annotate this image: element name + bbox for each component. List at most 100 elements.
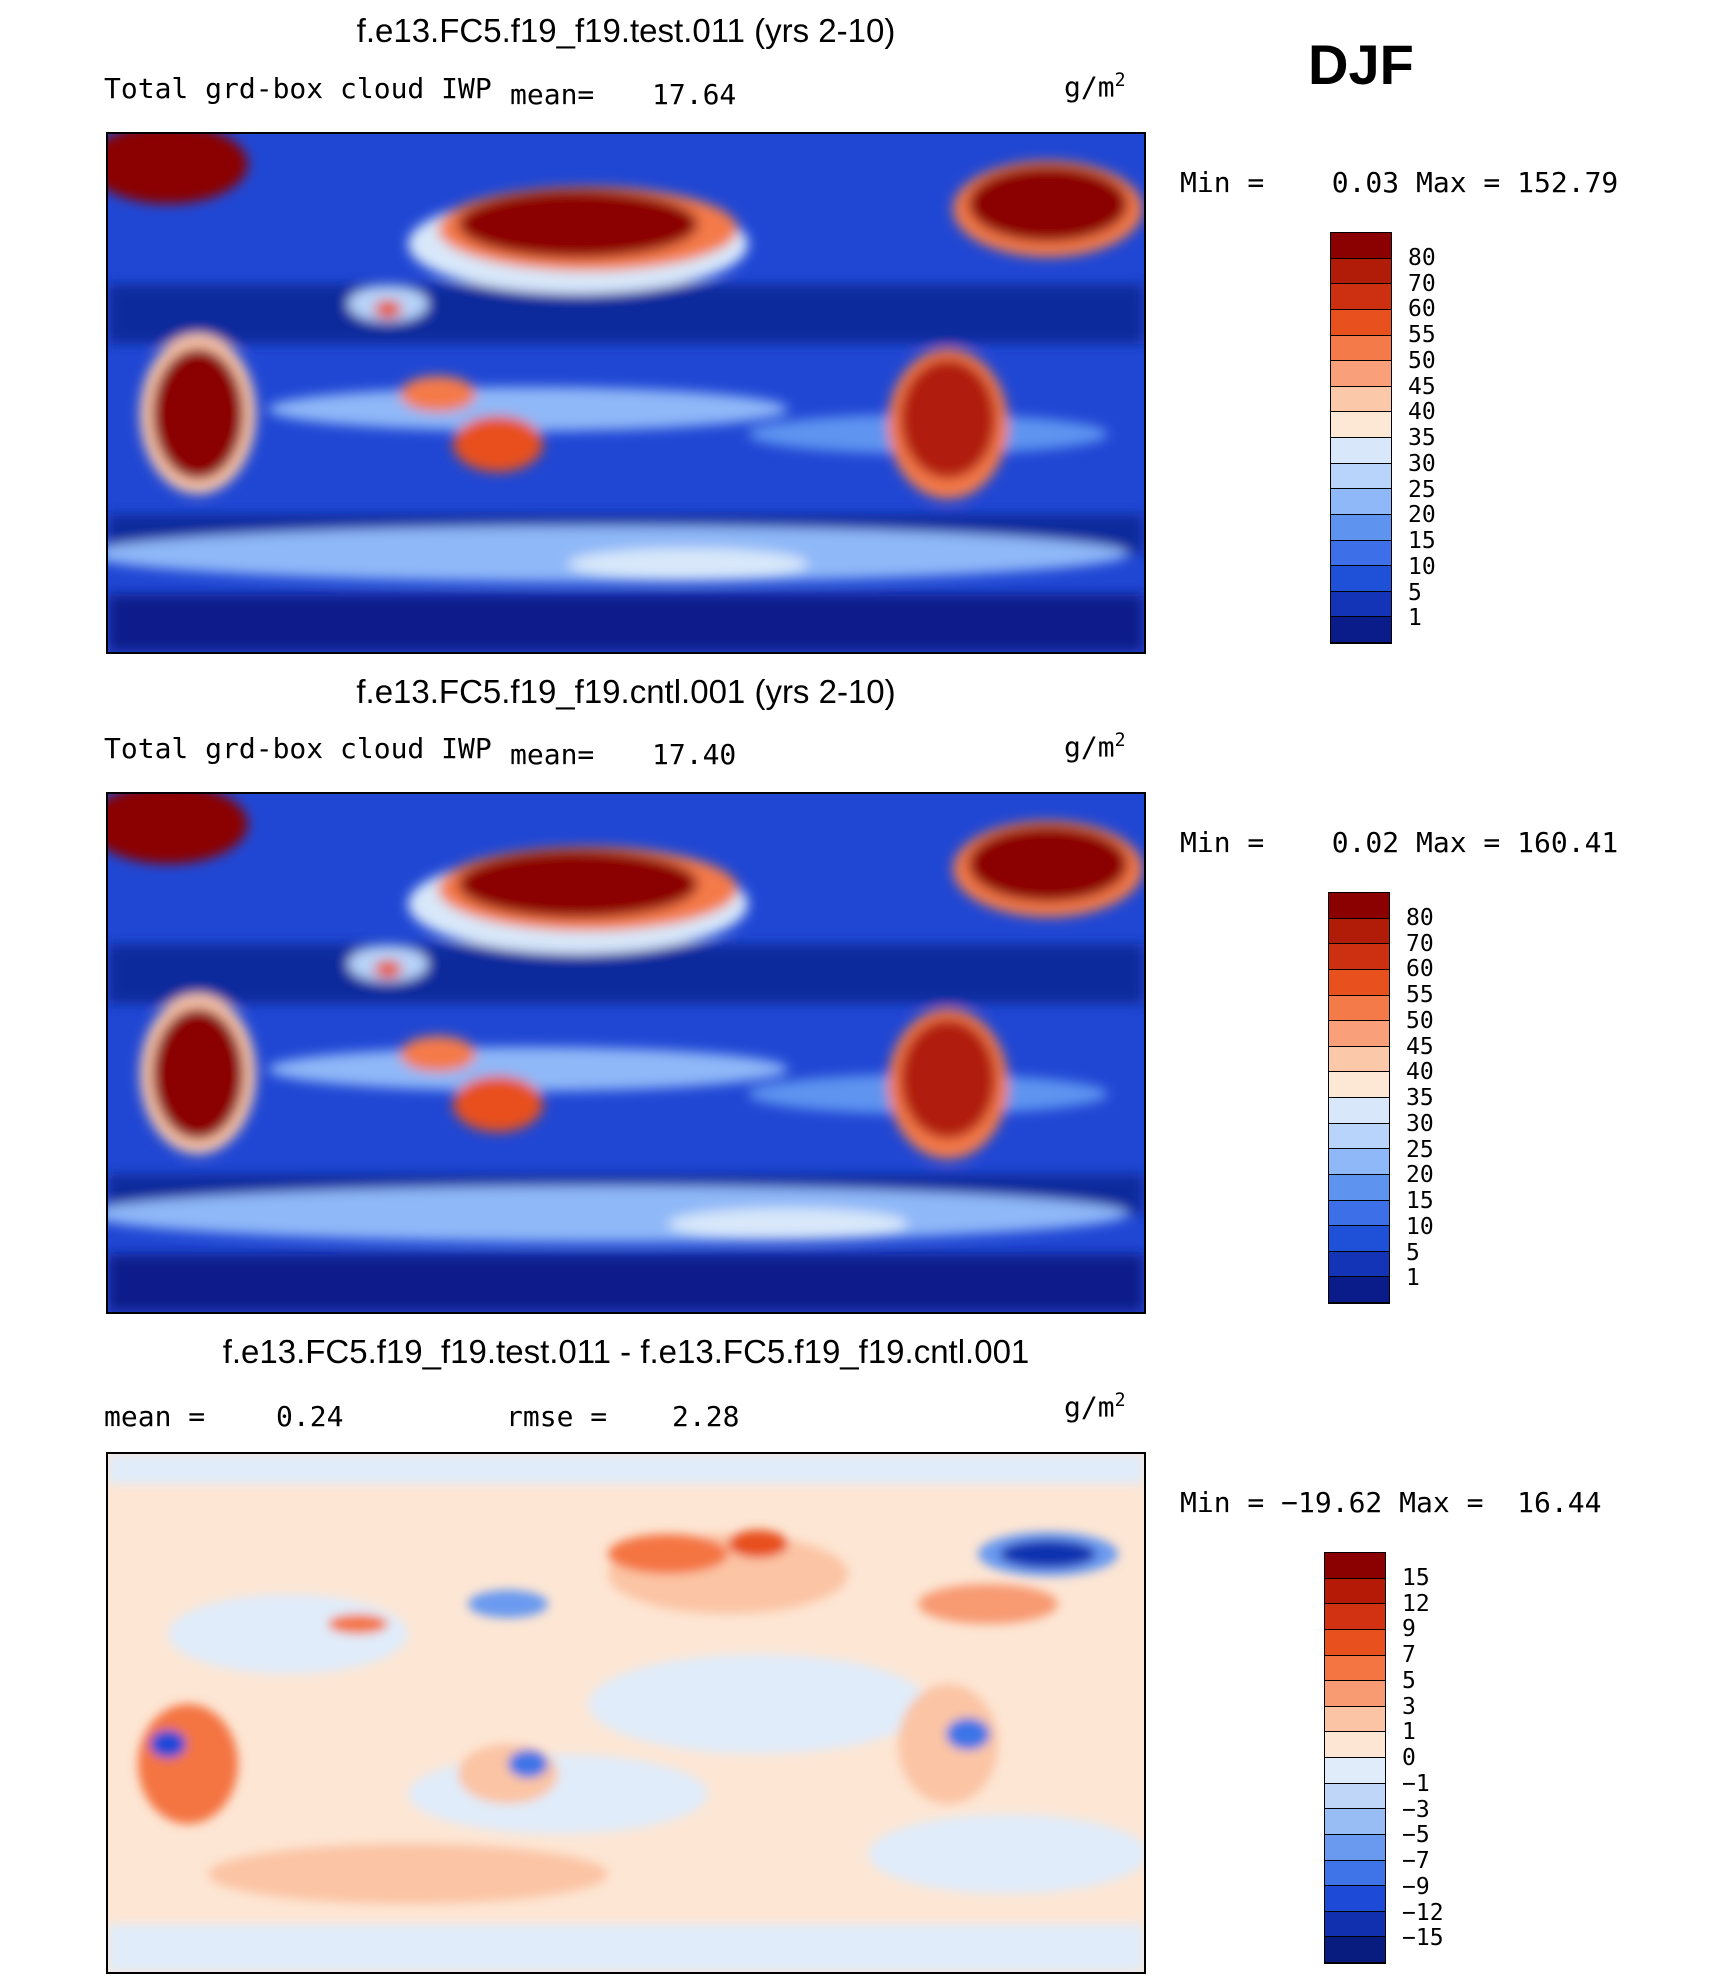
colorbar-swatch <box>1329 1072 1389 1098</box>
panel1-units: g/m2 <box>1064 70 1126 104</box>
panel1-mean-label: mean= <box>510 78 595 111</box>
colorbar-level-label: 7 <box>1402 1642 1416 1668</box>
panel3-mean-value: 0.24 <box>276 1400 344 1433</box>
colorbar-swatch <box>1325 1886 1385 1912</box>
colorbar-swatch <box>1325 1604 1385 1630</box>
panel1-mean-value: 17.64 <box>652 78 737 111</box>
colorbar-level-label: 15 <box>1408 528 1436 554</box>
colorbar-swatch <box>1329 1021 1389 1047</box>
colorbar-swatch <box>1331 566 1391 592</box>
panel3-rmse-label: rmse = <box>506 1400 608 1433</box>
colorbar-swatch <box>1331 463 1391 490</box>
season-label: DJF <box>1308 33 1414 96</box>
colorbar-swatch <box>1325 1834 1385 1861</box>
panel3-colorbar <box>1324 1552 1386 1964</box>
colorbar-level-label: 3 <box>1402 1693 1416 1720</box>
colorbar-level-label: −9 <box>1402 1873 1430 1900</box>
colorbar-level-label: 40 <box>1406 1059 1434 1086</box>
panel2-map <box>106 792 1146 1314</box>
colorbar-swatch <box>1329 1098 1389 1124</box>
colorbar-swatch <box>1325 1809 1385 1835</box>
colorbar-level-label: 1 <box>1408 605 1422 632</box>
panel1-variable: Total grd-box cloud IWP <box>104 72 492 105</box>
colorbar-level-label: 60 <box>1408 296 1436 323</box>
colorbar-level-label: 55 <box>1408 322 1436 348</box>
panel3-title: f.e13.FC5.f19_f19.test.011 - f.e13.FC5.f… <box>222 1333 1030 1370</box>
colorbar-level-label: 15 <box>1406 1188 1434 1214</box>
panel3-map <box>106 1452 1146 1974</box>
colorbar-swatch <box>1331 412 1391 438</box>
colorbar-swatch <box>1329 1123 1389 1150</box>
colorbar-swatch <box>1331 540 1391 567</box>
panel1-title: f.e13.FC5.f19_f19.test.011 (yrs 2-10) <box>356 12 896 49</box>
panel2-map-field <box>108 794 1144 1312</box>
colorbar-level-label: 5 <box>1402 1667 1416 1694</box>
colorbar-level-label: 30 <box>1406 1110 1434 1137</box>
colorbar-swatch <box>1329 1046 1389 1073</box>
colorbar-level-label: 70 <box>1408 270 1436 297</box>
panel3-rmse-value: 2.28 <box>672 1400 740 1433</box>
colorbar-level-label: −1 <box>1402 1770 1430 1797</box>
panel2-variable: Total grd-box cloud IWP <box>104 732 492 765</box>
colorbar-swatch <box>1325 1706 1385 1733</box>
colorbar-swatch <box>1325 1783 1385 1810</box>
colorbar-level-label: 20 <box>1408 502 1436 529</box>
colorbar-level-label: 45 <box>1408 373 1436 400</box>
colorbar-swatch <box>1329 893 1389 919</box>
colorbar-level-label: 9 <box>1402 1616 1416 1643</box>
colorbar-level-label: 25 <box>1408 476 1436 503</box>
colorbar-swatch <box>1325 1758 1385 1784</box>
panel2-mean-value: 17.40 <box>652 738 737 771</box>
panel2-minmax: Min = 0.02 Max = 160.41 <box>1180 826 1619 859</box>
panel1-minmax: Min = 0.03 Max = 152.79 <box>1180 166 1619 199</box>
colorbar-swatch <box>1331 617 1391 643</box>
colorbar-swatch <box>1325 1681 1385 1707</box>
colorbar-swatch <box>1325 1629 1385 1656</box>
colorbar-level-label: 0 <box>1402 1745 1416 1771</box>
panel3-units: g/m2 <box>1064 1390 1126 1424</box>
colorbar-swatch <box>1329 1149 1389 1175</box>
colorbar-swatch <box>1329 1277 1389 1303</box>
colorbar-level-label: 80 <box>1408 244 1436 271</box>
panel1-map-field <box>108 134 1144 652</box>
colorbar-swatch <box>1331 258 1391 285</box>
colorbar-swatch <box>1329 1226 1389 1252</box>
colorbar-level-label: −5 <box>1402 1822 1430 1849</box>
colorbar-swatch <box>1331 284 1391 310</box>
colorbar-level-label: 5 <box>1408 579 1422 606</box>
colorbar-level-label: 35 <box>1406 1085 1434 1111</box>
colorbar-level-label: −15 <box>1402 1925 1444 1952</box>
colorbar-swatch <box>1331 386 1391 413</box>
colorbar-swatch <box>1331 591 1391 618</box>
panel2-colorbar-labels: 80 70 60 55 50 45 40 35 30 25 20 15 10 5 1 <box>1406 892 1486 1304</box>
colorbar-level-label: 5 <box>1406 1239 1420 1266</box>
colorbar-level-label: 12 <box>1402 1590 1430 1617</box>
colorbar-swatch <box>1329 995 1389 1022</box>
colorbar-level-label: 35 <box>1408 425 1436 451</box>
colorbar-level-label: 10 <box>1406 1213 1434 1240</box>
colorbar-swatch <box>1325 1655 1385 1682</box>
colorbar-swatch <box>1325 1553 1385 1579</box>
colorbar-swatch <box>1329 944 1389 970</box>
panel2-units: g/m2 <box>1064 730 1126 764</box>
panel3-map-field <box>108 1454 1144 1972</box>
panel2-mean-label: mean= <box>510 738 595 771</box>
colorbar-level-label: 50 <box>1406 1007 1434 1034</box>
colorbar-level-label: 25 <box>1406 1136 1434 1163</box>
panel3-mean-label: mean = <box>104 1400 206 1433</box>
colorbar-level-label: 10 <box>1408 553 1436 580</box>
colorbar-swatch <box>1331 514 1391 541</box>
colorbar-swatch <box>1325 1937 1385 1963</box>
colorbar-level-label: −12 <box>1402 1899 1444 1926</box>
panel1-colorbar-labels: 80 70 60 55 50 45 40 35 30 25 20 15 10 5 1 <box>1408 232 1488 644</box>
colorbar-level-label: 1 <box>1406 1265 1420 1292</box>
colorbar-swatch <box>1325 1578 1385 1605</box>
panel3-minmax: Min = −19.62 Max = 16.44 <box>1180 1486 1602 1519</box>
colorbar-swatch <box>1325 1911 1385 1938</box>
colorbar-level-label: 80 <box>1406 904 1434 931</box>
colorbar-swatch <box>1331 309 1391 336</box>
colorbar-swatch <box>1331 233 1391 259</box>
colorbar-level-label: 1 <box>1402 1719 1416 1746</box>
colorbar-swatch <box>1329 1174 1389 1201</box>
colorbar-level-label: 20 <box>1406 1162 1434 1189</box>
